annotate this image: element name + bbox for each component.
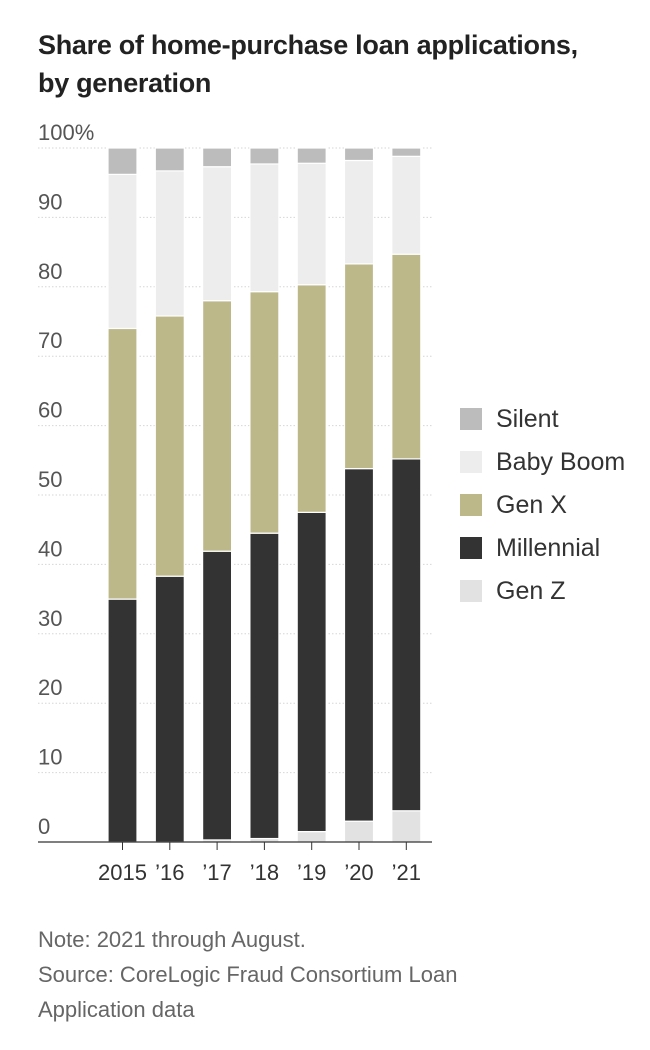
legend-item-gen-z: Gen Z [460, 574, 645, 609]
bar-millennial-0 [107, 598, 138, 843]
bar-millennial-1 [154, 575, 185, 843]
bar-baby-boom-2 [202, 166, 233, 302]
gridlines [38, 147, 432, 774]
y-tick-label-10: 10 [38, 745, 62, 770]
y-tick-label-20: 20 [38, 675, 62, 700]
y-tick-label-40: 40 [38, 536, 62, 561]
legend-label: Silent [496, 405, 559, 433]
legend-swatch [460, 580, 482, 602]
bar-gen-z-6 [391, 810, 422, 843]
notes: Note: 2021 through August. Source: CoreL… [38, 922, 628, 1027]
bar-baby-boom-3 [249, 163, 280, 293]
y-tick-label-100: 100% [38, 120, 94, 145]
chart-title: Share of home-purchase loan applications… [38, 26, 628, 102]
x-tick-label-1: ’16 [155, 860, 184, 885]
bar-baby-boom-1 [154, 170, 185, 317]
bar-baby-boom-6 [391, 155, 422, 255]
bar-silent-5 [343, 147, 375, 162]
bar-millennial-6 [391, 458, 422, 812]
x-tick-label-4: ’19 [297, 860, 326, 885]
bar-silent-3 [249, 147, 280, 165]
bar-silent-6 [391, 147, 422, 157]
x-tick-label-6: ’21 [392, 860, 421, 885]
bar-gen-x-1 [154, 315, 185, 577]
legend-label: Millennial [496, 534, 601, 562]
y-tick-label-80: 80 [38, 259, 62, 284]
bar-gen-x-4 [296, 284, 327, 513]
bar-gen-x-3 [249, 291, 280, 534]
stacked-bar-chart: 0 10 20 30 40 50 60 70 80 90 100% 2015 ’16 ’17 ’18 ’19… [38, 120, 432, 885]
y-tick-label-70: 70 [38, 328, 62, 353]
bar-silent-0 [107, 147, 138, 175]
chart-title-line-1: Share of home-purchase loan applications… [38, 30, 578, 60]
bar-gen-z-5 [343, 820, 375, 843]
legend-label: Gen Z [496, 577, 566, 605]
x-tick-label-3: ’18 [250, 860, 279, 885]
bar-millennial-3 [249, 532, 280, 840]
bar-gen-x-2 [202, 300, 233, 552]
bar-gen-z-4 [296, 830, 327, 843]
bar-baby-boom-0 [107, 173, 138, 330]
legend-item-gen-x: Gen X [460, 488, 645, 523]
y-tick-label-60: 60 [38, 398, 62, 423]
x-tick-label-5: ’20 [344, 860, 373, 885]
y-tick-label-90: 90 [38, 189, 62, 214]
bar-gen-x-0 [107, 327, 138, 600]
y-tick-label-50: 50 [38, 467, 62, 492]
legend-item-baby-boom: Baby Boom [460, 445, 645, 480]
legend-item-millennial: Millennial [460, 531, 645, 566]
note-text: Note: 2021 through August. [38, 927, 306, 952]
legend-swatch [460, 408, 482, 430]
x-tick-label-0: 2015 [98, 860, 147, 885]
y-tick-label-30: 30 [38, 606, 62, 631]
legend-swatch [460, 537, 482, 559]
legend-label: Baby Boom [496, 448, 626, 476]
legend-swatch [460, 451, 482, 473]
bar-millennial-5 [343, 468, 375, 822]
y-tick-label-0: 0 [38, 814, 50, 839]
legend-item-silent: Silent [460, 402, 645, 437]
bar-silent-2 [202, 147, 233, 168]
legend: Silent Baby Boom Gen X Millennial Gen Z [460, 402, 645, 617]
source-line-1: Source: CoreLogic Fraud Consortium Loan [38, 962, 458, 987]
x-axis-tick-labels: 2015 ’16 ’17 ’18 ’19 ’20 ’21 [98, 842, 421, 885]
bar-gen-x-5 [343, 263, 375, 470]
source-line-2: Application data [38, 997, 195, 1022]
chart-title-line-2: by generation [38, 68, 212, 98]
bar-millennial-4 [296, 511, 327, 833]
legend-swatch [460, 494, 482, 516]
bar-millennial-2 [202, 550, 233, 841]
bars [107, 147, 422, 843]
bar-silent-4 [296, 147, 327, 164]
bar-gen-x-6 [391, 253, 422, 460]
x-tick-label-2: ’17 [202, 860, 231, 885]
legend-label: Gen X [496, 491, 567, 519]
bar-baby-boom-4 [296, 162, 327, 286]
y-axis-tick-labels: 0 10 20 30 40 50 60 70 80 90 100% [38, 120, 94, 839]
bar-baby-boom-5 [343, 159, 375, 265]
bar-silent-1 [154, 147, 185, 172]
